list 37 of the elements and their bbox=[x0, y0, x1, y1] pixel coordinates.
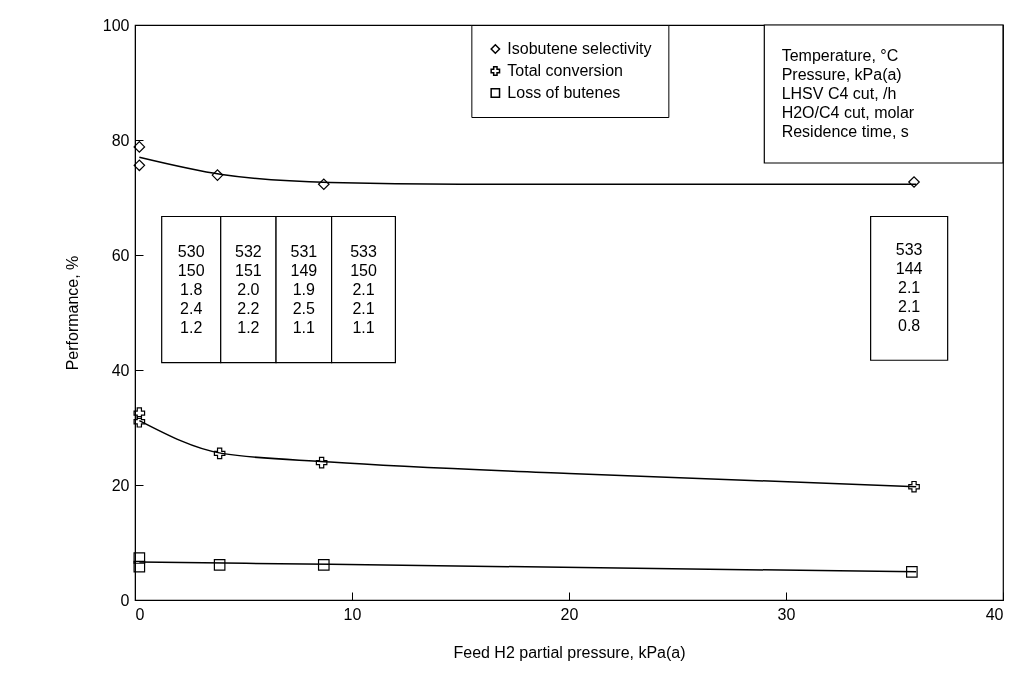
point bbox=[133, 141, 146, 153]
point bbox=[133, 552, 146, 564]
point bbox=[908, 480, 920, 493]
y-tick-label: 0 bbox=[120, 591, 130, 609]
point bbox=[213, 447, 226, 460]
point bbox=[133, 159, 146, 172]
y-tick-label: 20 bbox=[111, 476, 130, 494]
x-tick-label: 20 bbox=[560, 605, 579, 623]
x-axis-title: Feed H2 partial pressure, kPa(a) bbox=[453, 643, 686, 661]
point bbox=[213, 559, 226, 571]
point bbox=[211, 169, 224, 181]
y-axis-title: Performance, % bbox=[63, 255, 81, 371]
point bbox=[908, 176, 920, 188]
y-tick-label: 100 bbox=[102, 16, 130, 34]
legend-label: Isobutene selectivity bbox=[507, 40, 652, 57]
y-tick-label: 40 bbox=[111, 361, 130, 379]
annotation: 532 151 2.0 2.2 1.2 bbox=[235, 242, 262, 336]
x-tick-label: 10 bbox=[343, 605, 362, 623]
annotation: Temperature, °C Pressure, kPa(a) LHSV C4 cut, /h H2O/C4 cut, molar Residence time, s bbox=[781, 47, 915, 140]
x-tick-label: 30 bbox=[777, 605, 796, 623]
legend-label: Total conversion bbox=[507, 62, 623, 79]
point bbox=[315, 456, 328, 469]
x-tick-label: 40 bbox=[985, 605, 1004, 623]
x-tick-label: 0 bbox=[135, 605, 145, 623]
y-tick-label: 60 bbox=[111, 246, 130, 264]
point bbox=[317, 559, 330, 571]
point bbox=[906, 565, 918, 578]
point bbox=[133, 560, 146, 573]
point bbox=[133, 415, 146, 428]
annotation: 531 149 1.9 2.5 1.1 bbox=[290, 242, 318, 336]
y-tick-label: 80 bbox=[111, 131, 130, 149]
annotation: 530 150 1.8 2.4 1.2 bbox=[177, 242, 205, 336]
legend-label: Loss of butenes bbox=[507, 84, 621, 101]
annotation: 533 150 2.1 2.1 1.1 bbox=[350, 242, 377, 336]
point bbox=[317, 178, 330, 191]
point bbox=[133, 407, 146, 419]
annotation: 533 144 2.1 2.1 0.8 bbox=[895, 241, 923, 335]
